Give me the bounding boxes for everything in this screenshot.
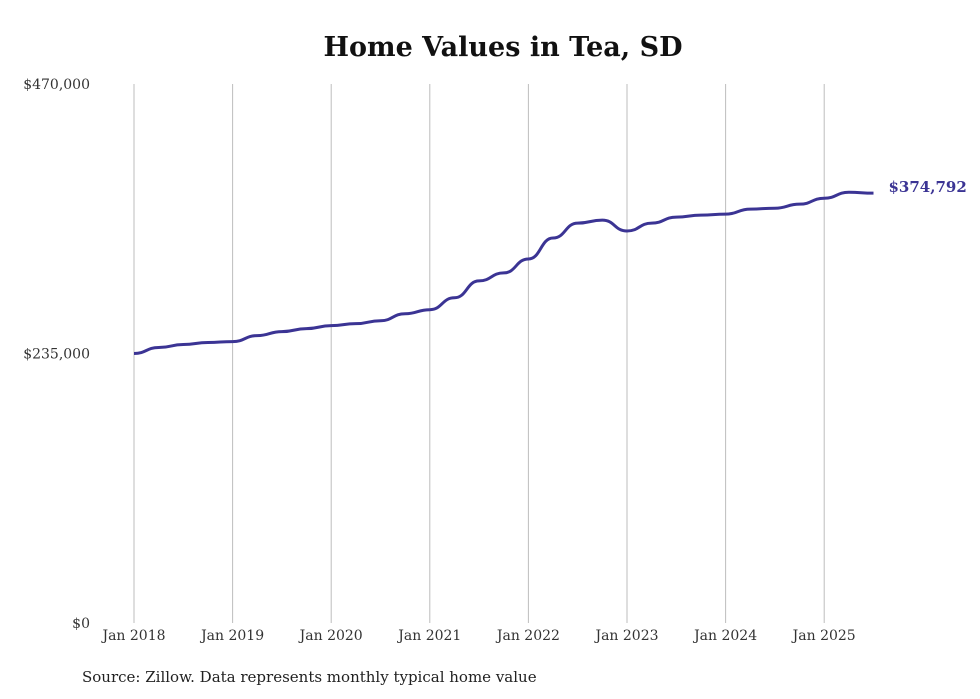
x-tick-label: Jan 2024	[692, 628, 757, 644]
x-tick-label: Jan 2022	[495, 628, 560, 644]
series-line	[133, 190, 874, 355]
chart-title: Home Values in Tea, SD	[323, 32, 683, 63]
y-tick-label: $470,000	[23, 77, 90, 93]
x-tick-label: Jan 2025	[791, 628, 856, 644]
x-tick-label: Jan 2020	[298, 628, 363, 644]
x-tick-label: Jan 2018	[100, 628, 165, 644]
x-tick-label: Jan 2021	[396, 628, 461, 644]
end-value-label: $374,792	[889, 178, 967, 196]
x-tick-label: Jan 2019	[199, 628, 264, 644]
source-note: Source: Zillow. Data represents monthly …	[82, 668, 537, 686]
x-tick-label: Jan 2023	[593, 628, 658, 644]
y-tick-label: $0	[72, 616, 90, 632]
y-tick-label: $235,000	[23, 347, 90, 363]
